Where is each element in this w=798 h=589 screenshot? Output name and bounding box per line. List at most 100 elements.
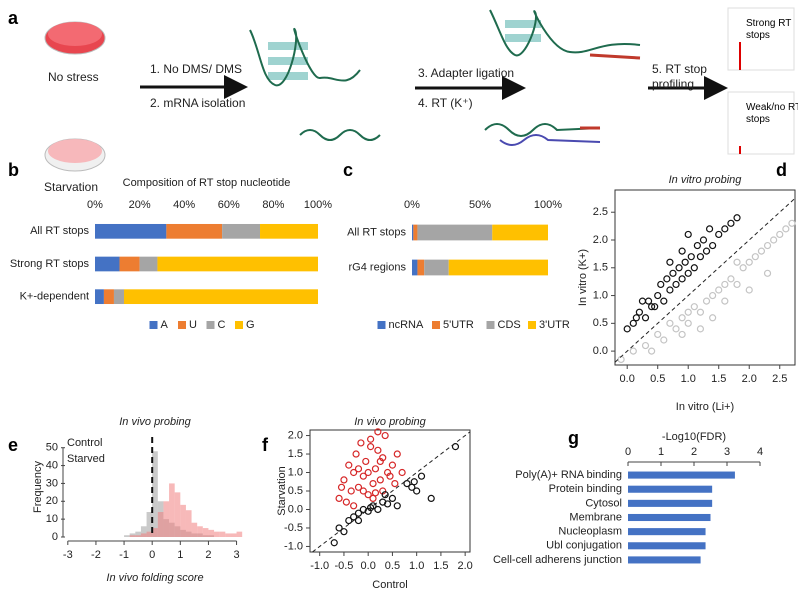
point [398,468,406,477]
histogram-bar [230,533,237,537]
point [654,330,662,339]
point [367,435,375,443]
bar [628,528,706,536]
point [383,500,392,508]
bar-segment [260,223,318,239]
bar-segment [95,256,120,272]
x-tick-label: 0 [625,446,631,458]
point [721,225,729,233]
bar-segment [139,256,158,272]
point [696,325,705,333]
condition-label: Starvation [44,180,99,194]
point [687,253,695,261]
panel-letter: f [262,435,268,455]
x-tick-label: 0% [404,199,420,211]
histogram-bar [124,535,130,537]
point [403,480,411,488]
point [709,241,717,250]
legend-label: 3'UTR [539,319,570,331]
point [345,516,353,525]
x-tick-label: 2 [691,446,697,458]
dish-media [48,22,102,46]
y-axis-label: In vitro (K+) [577,249,589,306]
point [393,450,401,458]
x-tick-label: -0.5 [334,560,353,572]
point [672,280,680,289]
y-tick-label: 40 [46,459,58,471]
point [340,476,348,484]
outcome-label: Strong RT stops [746,18,792,41]
point [362,457,370,466]
point [678,275,686,283]
point [721,297,729,305]
legend-label: Control [67,437,102,449]
point [352,450,360,458]
point [413,487,421,495]
category-label: Strong RT stops [10,258,90,270]
histogram-bar [236,531,243,537]
histogram-bar [208,529,215,537]
histogram-bar [169,483,175,537]
y-tick-label: 2.5 [593,206,608,218]
point [788,219,796,227]
bar [628,499,713,507]
point [763,241,772,250]
y-tick-label: 0.0 [288,503,303,515]
plot-frame [614,189,796,366]
point [696,253,705,261]
point [371,489,380,497]
point [417,472,426,480]
y-tick-label: 1.5 [593,262,608,274]
x-tick-label: 80% [262,199,284,211]
point [354,483,363,491]
point [391,480,399,488]
legend-label: G [246,319,255,331]
x-tick-label: 1 [177,549,183,561]
panel-letter: a [8,8,19,28]
point [345,461,353,469]
point [357,439,365,447]
point [733,280,741,289]
point [374,428,382,436]
histogram-bar [174,492,181,537]
point [629,347,637,355]
y-tick-label: 0.0 [593,345,608,357]
x-tick-label: -2 [91,549,101,561]
step-label: 1. No DMS/ DMS [150,62,243,76]
point [666,319,674,327]
point [376,457,384,466]
point [684,308,692,316]
legend-label: 5'UTR [443,319,474,331]
step-label: 2. mRNA isolation [150,96,246,110]
bar-segment [95,223,167,239]
x-tick-label: 60% [218,199,240,211]
legend-label: A [161,319,169,331]
outcome-box [727,91,795,155]
x-tick-label: 2.0 [742,373,757,385]
category-label: Nucleoplasm [558,526,622,538]
x-tick-label: 0.0 [620,373,635,385]
point [364,468,372,477]
panel-letter: e [8,435,19,455]
point [672,325,680,333]
x-tick-label: 100% [534,199,562,211]
point [350,468,358,477]
point [693,241,701,250]
point [702,247,711,255]
point [641,314,650,322]
histogram-bar [152,528,158,537]
x-tick-label: 100% [304,199,332,211]
panel-letter: b [8,160,19,180]
bar-segment [157,256,318,272]
y-axis-label: Frequency [32,461,44,513]
x-tick-label: 20% [129,199,151,211]
legend-label: Starved [67,453,105,465]
bar [628,513,711,522]
y-tick-label: 10 [46,513,58,525]
category-label: Cytosol [585,497,622,509]
point [751,253,759,261]
bar [628,556,701,564]
point [684,319,692,327]
point [782,225,790,233]
point [369,480,377,488]
